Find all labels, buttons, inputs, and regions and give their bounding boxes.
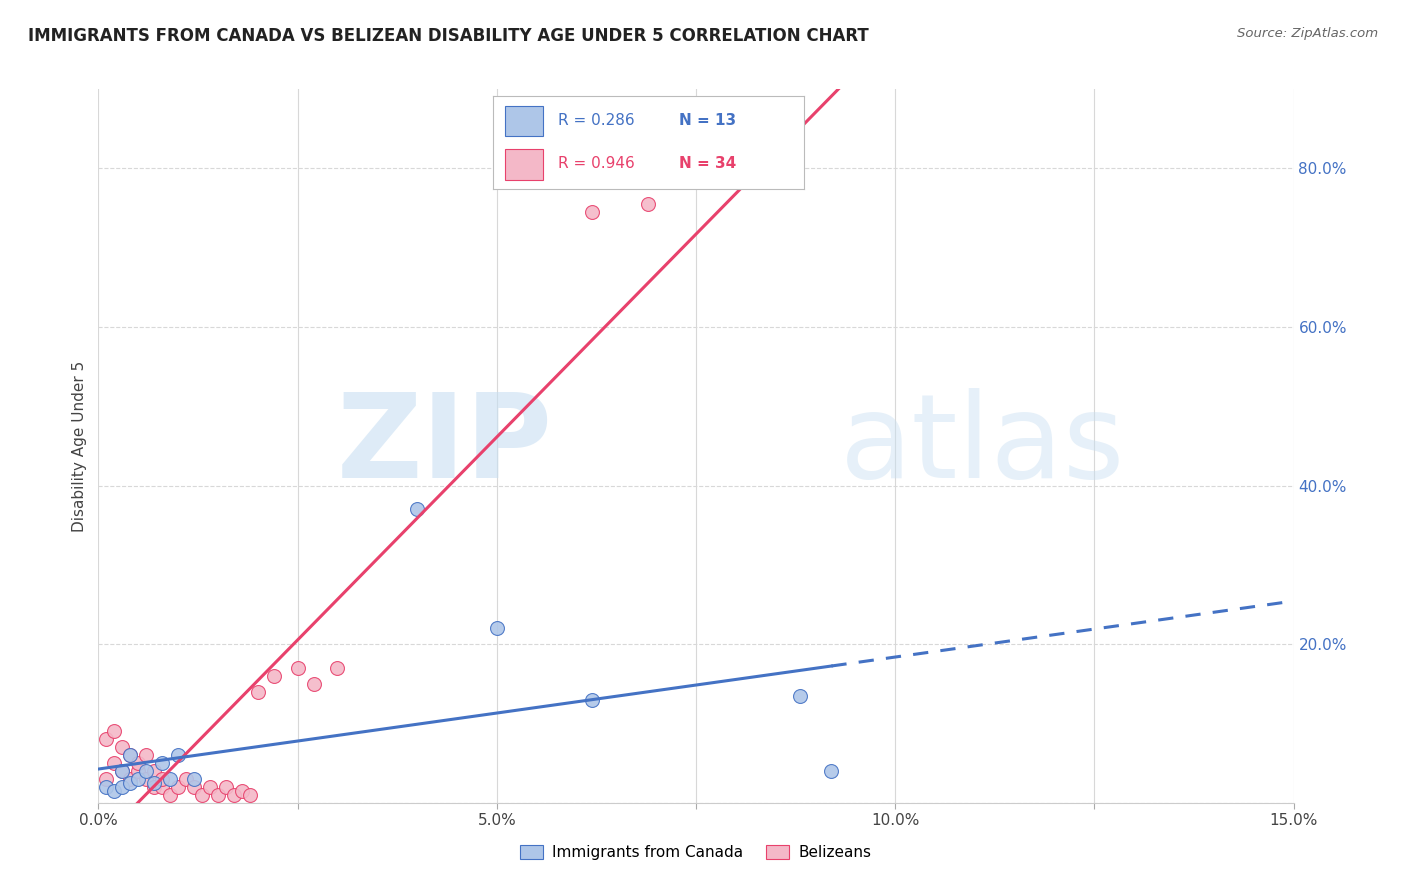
Point bbox=[637, 197, 659, 211]
Point bbox=[150, 772, 173, 786]
Point bbox=[111, 764, 134, 778]
Point bbox=[191, 788, 214, 802]
Text: ZIP: ZIP bbox=[336, 389, 553, 503]
Point bbox=[111, 764, 134, 778]
Point bbox=[302, 677, 325, 691]
Point bbox=[581, 692, 603, 706]
Point bbox=[143, 764, 166, 778]
Point bbox=[111, 740, 134, 755]
Point bbox=[150, 756, 173, 771]
Point bbox=[96, 780, 118, 794]
Point bbox=[120, 776, 142, 790]
Point bbox=[127, 756, 149, 771]
Point bbox=[183, 772, 205, 786]
Point bbox=[120, 772, 142, 786]
Point bbox=[135, 772, 157, 786]
Point bbox=[135, 764, 157, 778]
Point bbox=[120, 748, 142, 763]
Point bbox=[222, 788, 245, 802]
Point bbox=[326, 661, 349, 675]
Text: IMMIGRANTS FROM CANADA VS BELIZEAN DISABILITY AGE UNDER 5 CORRELATION CHART: IMMIGRANTS FROM CANADA VS BELIZEAN DISAB… bbox=[28, 27, 869, 45]
Point bbox=[198, 780, 221, 794]
Point bbox=[135, 748, 157, 763]
Point bbox=[96, 732, 118, 747]
Point bbox=[485, 621, 508, 635]
Point bbox=[215, 780, 238, 794]
Point bbox=[239, 788, 262, 802]
Point bbox=[246, 685, 269, 699]
Point bbox=[581, 205, 603, 219]
Point bbox=[159, 772, 181, 786]
Point bbox=[406, 502, 429, 516]
Text: Source: ZipAtlas.com: Source: ZipAtlas.com bbox=[1237, 27, 1378, 40]
Point bbox=[231, 784, 253, 798]
Text: atlas: atlas bbox=[839, 389, 1125, 503]
Point bbox=[111, 780, 134, 794]
Point bbox=[143, 780, 166, 794]
Point bbox=[287, 661, 309, 675]
Point bbox=[820, 764, 842, 778]
Point bbox=[103, 756, 125, 771]
Y-axis label: Disability Age Under 5: Disability Age Under 5 bbox=[72, 360, 87, 532]
Point bbox=[120, 748, 142, 763]
Point bbox=[263, 669, 285, 683]
Legend: Immigrants from Canada, Belizeans: Immigrants from Canada, Belizeans bbox=[515, 839, 877, 866]
Point bbox=[167, 780, 190, 794]
Point bbox=[789, 689, 811, 703]
Point bbox=[127, 772, 149, 786]
Point bbox=[96, 772, 118, 786]
Point bbox=[174, 772, 197, 786]
Point bbox=[103, 784, 125, 798]
Point bbox=[167, 748, 190, 763]
Point bbox=[159, 788, 181, 802]
Point bbox=[143, 776, 166, 790]
Point bbox=[183, 780, 205, 794]
Point bbox=[103, 724, 125, 739]
Point bbox=[150, 780, 173, 794]
Point bbox=[127, 764, 149, 778]
Point bbox=[207, 788, 229, 802]
